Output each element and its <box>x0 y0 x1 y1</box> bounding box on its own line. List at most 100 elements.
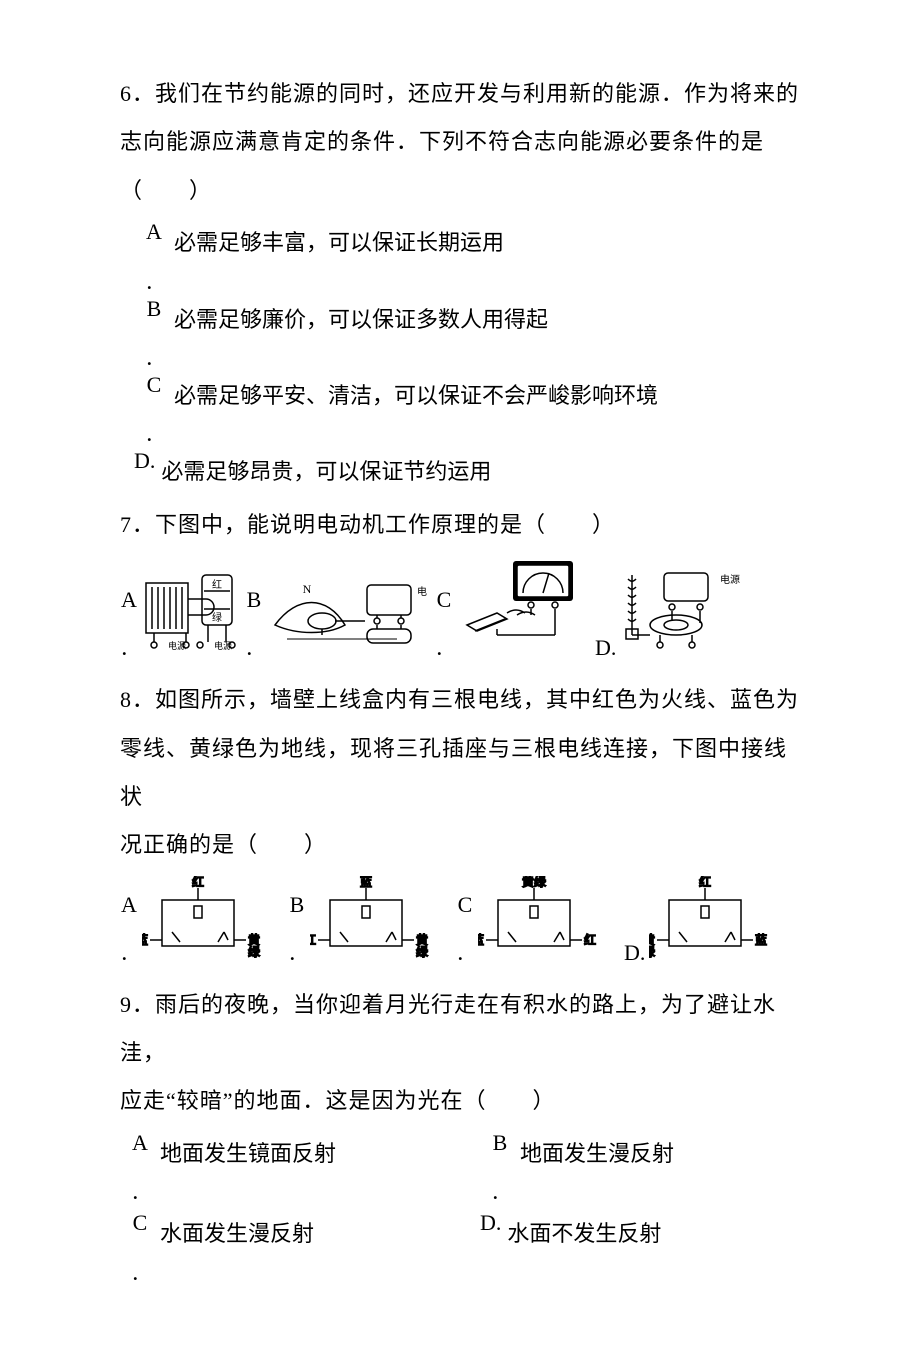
q8-b-letter: B ． <box>288 893 306 965</box>
q9-c-letter: C ． <box>120 1210 160 1282</box>
q6-stem-l2: 志向能源应满意肯定的条件．下列不符合志向能源必要条件的是 <box>120 118 800 166</box>
letter-b: B <box>147 296 162 322</box>
q9-option-a: A ． 地面发生镜面反射 <box>120 1130 440 1202</box>
letter-a: A <box>121 588 137 612</box>
q7-fig-c <box>457 555 587 660</box>
q9-b-letter: B ． <box>480 1130 520 1202</box>
q7-fig-a: 红 绿 电源 电源 <box>142 565 237 660</box>
q7-option-d: D. 电源 <box>595 565 740 660</box>
svg-text:蓝: 蓝 <box>478 933 484 947</box>
q8-a-letter: A ． <box>120 893 138 965</box>
dot-icon: ． <box>131 1184 149 1202</box>
q7-option-a: A ． <box>120 565 237 660</box>
svg-text:绿: 绿 <box>416 944 428 959</box>
letter-a: A <box>146 219 162 245</box>
label-n: N <box>303 582 312 596</box>
letter-a: A <box>121 893 137 917</box>
q8-option-a: A ． 红 蓝 黄绿 <box>120 876 268 965</box>
q8-fig-a: 红 蓝 黄绿 <box>142 876 268 965</box>
q9-option-d: D. 水面不发生反射 <box>480 1210 800 1282</box>
q6-option-a: A ． 必需足够丰富，可以保证长期运用 <box>134 219 800 291</box>
dot-icon: ． <box>288 945 306 965</box>
q6-a-letter: A ． <box>134 219 174 291</box>
svg-text:黄绿: 黄绿 <box>522 876 546 889</box>
letter-d: D. <box>624 941 645 965</box>
q7-c-letter: C ． <box>435 588 453 660</box>
q9-a-letter: A ． <box>120 1130 160 1202</box>
q7-d-letter: D. <box>595 636 616 660</box>
q6-d-letter: D. <box>134 448 155 474</box>
q7-fig-b: N 电源 <box>267 575 427 660</box>
q9-option-b: B ． 地面发生漫反射 <box>480 1130 800 1202</box>
q7-stem: 7．下图中，能说明电动机工作原理的是（ ） <box>120 501 800 549</box>
dot-icon: ． <box>145 350 163 368</box>
letter-c: C <box>133 1210 148 1236</box>
svg-text:绿: 绿 <box>649 944 655 959</box>
q9-d-text: 水面不发生反射 <box>507 1210 800 1258</box>
q9-stem-l2: 应走“较暗”的地面．这是因为光在（ ） <box>120 1077 800 1125</box>
q6-option-d: D. 必需足够昂贵，可以保证节约运用 <box>134 448 800 496</box>
dot-icon: ． <box>245 640 263 660</box>
svg-text:蓝: 蓝 <box>755 933 767 947</box>
q6-c-letter: C ． <box>134 372 174 444</box>
exam-page: 6．我们在节约能源的同时，还应开发与利用新的能源．作为将来的 志向能源应满意肯定… <box>0 0 920 1357</box>
label-ps: 电源 <box>720 573 740 586</box>
dot-icon: ． <box>131 1265 149 1283</box>
dot-icon: ． <box>120 640 138 660</box>
q6: 6．我们在节约能源的同时，还应开发与利用新的能源．作为将来的 志向能源应满意肯定… <box>120 70 800 497</box>
q7-a-letter: A ． <box>120 588 138 660</box>
q7: 7．下图中，能说明电动机工作原理的是（ ） A ． <box>120 501 800 660</box>
svg-text:红: 红 <box>584 932 596 947</box>
q8: 8．如图所示，墙壁上线盒内有三根电线，其中红色为火线、蓝色为 零线、黄绿色为地线… <box>120 676 800 965</box>
svg-text:红: 红 <box>192 876 204 889</box>
label-ps: 电源 <box>417 585 427 598</box>
letter-d: D. <box>134 448 155 474</box>
q9-option-c: C ． 水面发生漫反射 <box>120 1210 440 1282</box>
svg-text:蓝: 蓝 <box>142 933 148 947</box>
letter-b: B <box>290 893 305 917</box>
q9-d-letter: D. <box>480 1210 501 1236</box>
svg-text:红: 红 <box>699 876 711 889</box>
q7-figure-row: A ． <box>120 555 800 660</box>
letter-b: B <box>493 1130 508 1156</box>
q8-option-b: B ． 蓝 红 黄绿 <box>288 876 436 965</box>
q7-b-letter: B ． <box>245 588 263 660</box>
q8-stem-l3: 况正确的是（ ） <box>120 821 800 869</box>
letter-c: C <box>147 372 162 398</box>
q8-figure-row: A ． 红 蓝 黄绿 B ． 蓝 <box>120 876 800 965</box>
q7-option-c: C ． <box>435 555 587 660</box>
q6-b-text: 必需足够廉价，可以保证多数人用得起 <box>174 296 800 344</box>
q6-option-c: C ． 必需足够平安、清洁，可以保证不会严峻影响环境 <box>134 372 800 444</box>
q8-option-c: C ． 黄绿 蓝 红 <box>456 876 604 965</box>
q8-d-letter: D. <box>624 941 645 965</box>
q8-stem-l1: 8．如图所示，墙壁上线盒内有三根电线，其中红色为火线、蓝色为 <box>120 676 800 724</box>
svg-text:红: 红 <box>310 932 316 947</box>
dot-icon: ． <box>145 426 163 444</box>
q8-fig-d: 红 黄绿 蓝 <box>649 876 775 965</box>
q8-c-letter: C ． <box>456 893 474 965</box>
q6-stem-l1: 6．我们在节约能源的同时，还应开发与利用新的能源．作为将来的 <box>120 70 800 118</box>
dot-icon: ． <box>145 274 163 292</box>
q8-option-d: D. 红 黄绿 蓝 <box>624 876 775 965</box>
svg-text:绿: 绿 <box>248 944 260 959</box>
q6-a-text: 必需足够丰富，可以保证长期运用 <box>174 219 800 267</box>
q7-option-b: B ． N <box>245 575 427 660</box>
q8-fig-c: 黄绿 蓝 红 <box>478 876 604 965</box>
q9: 9．雨后的夜晚，当你迎着月光行走在有积水的路上，为了避让水洼， 应走“较暗”的地… <box>120 981 800 1287</box>
letter-a: A <box>132 1130 148 1156</box>
q7-fig-d: 电源 <box>620 565 740 660</box>
q6-d-text: 必需足够昂贵，可以保证节约运用 <box>161 448 800 496</box>
label-green: 绿 <box>212 611 222 624</box>
letter-d: D. <box>480 1210 501 1236</box>
svg-text:蓝: 蓝 <box>360 876 372 889</box>
q6-option-b: B ． 必需足够廉价，可以保证多数人用得起 <box>134 296 800 368</box>
q9-b-text: 地面发生漫反射 <box>520 1130 800 1178</box>
q9-c-text: 水面发生漫反射 <box>160 1210 440 1258</box>
letter-c: C <box>458 893 473 917</box>
letter-c: C <box>437 588 452 612</box>
dot-icon: ． <box>456 945 474 965</box>
q6-stem-l3: （ ） <box>120 167 800 215</box>
label-red: 红 <box>212 578 222 591</box>
q9-row2: C ． 水面发生漫反射 D. 水面不发生反射 <box>120 1206 800 1286</box>
q8-stem-l2: 零线、黄绿色为地线，现将三孔插座与三根电线连接，下图中接线状 <box>120 725 800 822</box>
